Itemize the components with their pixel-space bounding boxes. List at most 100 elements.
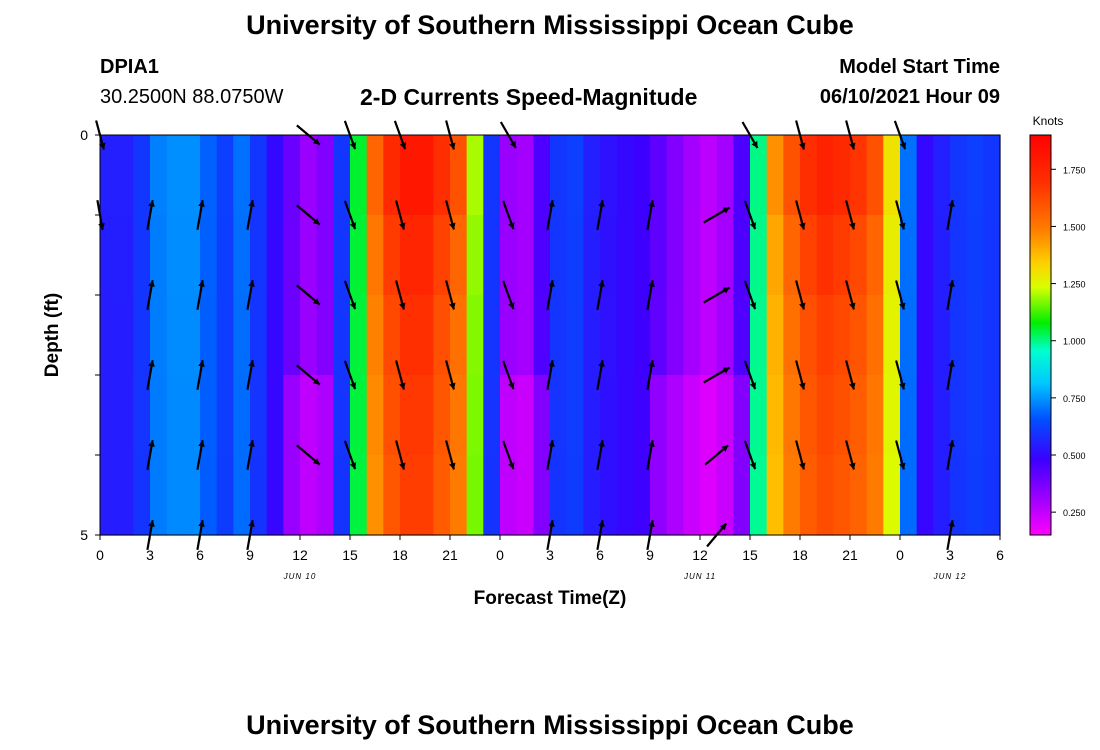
- heatmap-cell: [633, 215, 651, 296]
- heatmap-cell: [400, 135, 418, 216]
- current-arrow-head: [799, 142, 806, 150]
- heatmap-cell: [666, 135, 684, 216]
- current-arrow-head: [248, 360, 255, 367]
- current-arrow: [845, 280, 856, 310]
- heatmap-cell: [433, 295, 451, 376]
- current-arrow-head: [399, 302, 406, 310]
- colorbar-tick-label: 1.000: [1063, 337, 1086, 347]
- heatmap-cell: [683, 135, 701, 216]
- heatmap-cell: [133, 455, 151, 536]
- current-arrow-head: [449, 142, 456, 150]
- heatmap-cell: [183, 215, 201, 296]
- heatmap-cell: [600, 135, 618, 216]
- heatmap-cell: [350, 135, 368, 216]
- heatmap-cell: [416, 215, 434, 296]
- x-tick-label: 3: [546, 547, 554, 563]
- heatmap-cell: [833, 295, 851, 376]
- heatmap-cell: [416, 455, 434, 536]
- current-arrow: [596, 200, 605, 230]
- heatmap-cell: [816, 215, 834, 296]
- current-arrow-head: [799, 302, 806, 310]
- heatmap-cell: [116, 135, 134, 216]
- heatmap-cell: [983, 215, 1001, 296]
- heatmap-cell: [916, 295, 934, 376]
- current-arrow-head: [598, 280, 605, 287]
- current-arrow: [596, 440, 605, 470]
- heatmap-cell: [616, 135, 634, 216]
- heatmap-cell: [366, 215, 384, 296]
- current-arrow-head: [648, 280, 655, 287]
- page-title: University of Southern Mississippi Ocean…: [246, 10, 854, 40]
- current-arrow: [146, 200, 155, 230]
- current-arrow-head: [148, 280, 155, 287]
- heatmap-cell: [200, 215, 218, 296]
- heatmap-cell: [600, 375, 618, 456]
- heatmap-cell: [566, 375, 584, 456]
- y-axis-label: Depth (ft): [42, 293, 63, 377]
- current-arrow-head: [399, 222, 406, 230]
- heatmap-cell: [183, 135, 201, 216]
- heatmap-cell: [750, 295, 768, 376]
- heatmap-cell: [550, 295, 568, 376]
- current-arrow: [445, 200, 456, 230]
- heatmap-cell: [150, 455, 168, 536]
- heatmap-cell: [766, 455, 784, 536]
- x-tick-label: 12: [692, 547, 708, 563]
- current-arrow: [343, 280, 357, 310]
- footer-title: University of Southern Mississippi Ocean…: [246, 710, 854, 740]
- heatmap-cell: [216, 135, 234, 216]
- heatmap-cell: [800, 135, 818, 216]
- colorbar: Knots 0.250 0.500 0.750 1.000 1.250 1.500 1.75…: [1029, 114, 1086, 536]
- heatmap-cell: [850, 375, 868, 456]
- heatmap-cell: [766, 135, 784, 216]
- heatmap-cell: [916, 135, 934, 216]
- heatmap-cell: [816, 455, 834, 536]
- heatmap-cell: [283, 215, 301, 296]
- heatmap-cell: [950, 375, 968, 456]
- heatmap-cell: [783, 455, 801, 536]
- heatmap-cell: [400, 375, 418, 456]
- station-coordinates: 30.2500N 88.0750W: [100, 86, 284, 108]
- heatmap-cell: [216, 215, 234, 296]
- y-tick-label: 5: [80, 527, 88, 543]
- current-arrow-head: [719, 523, 727, 531]
- heatmap-cell: [966, 455, 984, 536]
- heatmap-cell: [266, 135, 284, 216]
- heatmap-cell: [150, 215, 168, 296]
- heatmap-cell: [866, 295, 884, 376]
- heatmap-cell: [633, 375, 651, 456]
- heatmap-cell: [383, 455, 401, 536]
- heatmap-cell: [216, 375, 234, 456]
- heatmap-cell: [733, 375, 751, 456]
- current-arrow: [596, 280, 605, 310]
- heatmap-cell: [566, 295, 584, 376]
- current-arrow: [646, 440, 655, 470]
- heatmap-cell: [666, 295, 684, 376]
- heatmap-cell: [250, 295, 268, 376]
- heatmap-cell: [750, 455, 768, 536]
- current-arrow: [502, 280, 515, 310]
- heatmap-cell: [800, 295, 818, 376]
- x-tick-label: 21: [442, 547, 458, 563]
- heatmap-cell: [550, 135, 568, 216]
- heatmap-cell: [550, 375, 568, 456]
- current-arrow: [445, 360, 456, 390]
- heatmap-cell: [216, 455, 234, 536]
- heatmap-cell: [566, 135, 584, 216]
- current-arrow-head: [248, 200, 255, 207]
- heatmap-cell: [416, 135, 434, 216]
- current-arrow-head: [198, 280, 205, 287]
- heatmap-cell: [850, 215, 868, 296]
- model-start-time: 06/10/2021 Hour 09: [819, 86, 1000, 108]
- current-arrow-head: [148, 360, 155, 367]
- current-arrow: [795, 360, 806, 390]
- heatmap-cell: [250, 215, 268, 296]
- heatmap-cell: [716, 295, 734, 376]
- current-arrow-head: [749, 302, 757, 310]
- heatmap-cell: [516, 375, 534, 456]
- current-arrow: [795, 200, 806, 230]
- heatmap-cell: [350, 375, 368, 456]
- heatmap-cell: [816, 295, 834, 376]
- current-arrow-head: [948, 200, 955, 207]
- x-tick-label: 21: [842, 547, 858, 563]
